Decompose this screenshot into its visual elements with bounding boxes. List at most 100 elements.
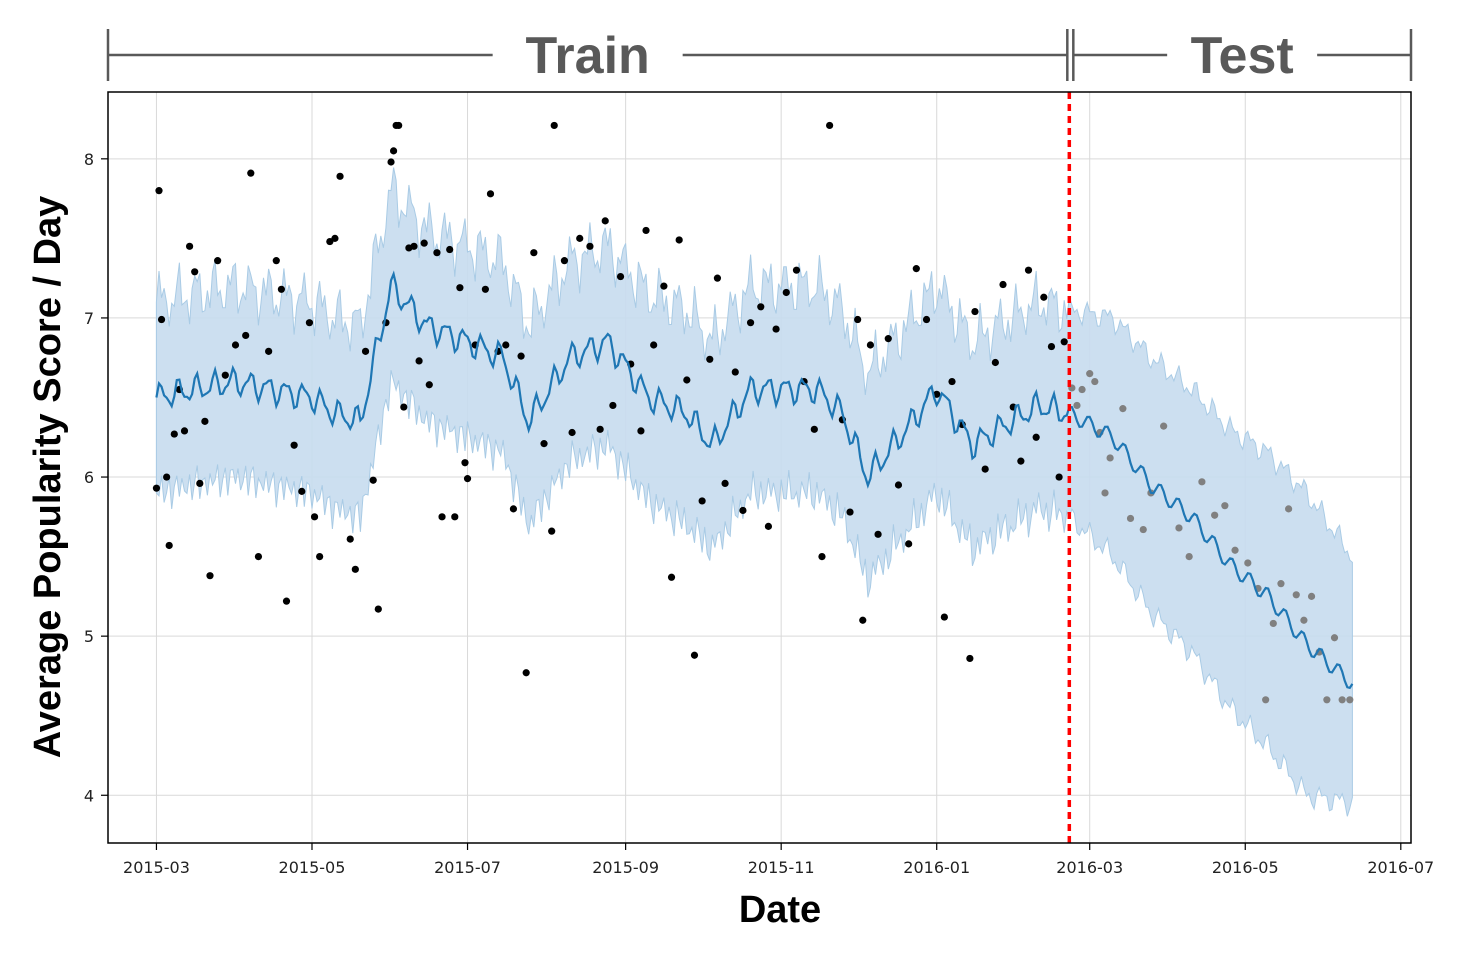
test-point [1262, 696, 1270, 704]
y-axis-title: Average Popularity Score / Day [27, 196, 69, 759]
test-point [1160, 422, 1168, 430]
train-point [706, 355, 714, 363]
train-point [1032, 433, 1040, 441]
train-point [170, 430, 178, 438]
train-point [247, 169, 255, 177]
x-tick-label: 2016-07 [1367, 858, 1434, 877]
train-point [157, 315, 166, 324]
test-point [1078, 385, 1086, 394]
train-point [389, 147, 398, 155]
train-point [1047, 342, 1056, 351]
train-point [601, 217, 609, 225]
train-point [180, 427, 189, 435]
train-point [265, 347, 273, 355]
test-point [1346, 696, 1354, 704]
train-point [509, 505, 518, 513]
train-point [196, 479, 204, 488]
train-point [698, 497, 706, 505]
y-tick-label: 5 [84, 627, 94, 646]
train-point [933, 390, 941, 398]
train-point [387, 158, 395, 166]
train-point [905, 540, 913, 548]
train-point [846, 508, 854, 516]
train-point [721, 479, 729, 488]
train-point [540, 440, 548, 448]
uncertainty-band [155, 167, 1353, 817]
y-tick-label: 7 [84, 309, 94, 328]
x-tick-label: 2016-05 [1212, 858, 1279, 877]
train-point [298, 487, 306, 495]
train-point [818, 553, 826, 561]
train-point [481, 285, 489, 293]
x-axis-ticks: 2015-03 2015-05 2015-07 2015-09 2015-11 2016-… [123, 843, 1434, 877]
train-point [576, 234, 584, 242]
train-point [772, 325, 780, 333]
train-point [690, 651, 699, 659]
train-point [463, 475, 472, 483]
train-point [675, 236, 683, 244]
train-point [713, 274, 722, 282]
train-point [660, 282, 668, 290]
train-point [522, 669, 530, 677]
train-point [966, 654, 974, 663]
train-point [971, 307, 979, 316]
train-point [305, 319, 314, 327]
test-point [1338, 696, 1346, 704]
train-point [336, 172, 344, 180]
train-point [282, 597, 291, 605]
train-point [1017, 457, 1025, 465]
train-point [746, 319, 755, 327]
test-point [1091, 377, 1099, 386]
train-point [560, 257, 569, 265]
train-point [757, 303, 765, 311]
train-point [201, 417, 209, 425]
train-point [165, 541, 173, 550]
train-point [415, 357, 423, 365]
train-point [991, 358, 999, 367]
y-axis-ticks: 4 5 6 7 8 [84, 150, 108, 805]
test-point [1185, 553, 1193, 561]
train-point [1024, 266, 1033, 274]
train-point [642, 226, 650, 235]
forecast-line [155, 270, 1354, 690]
test-point [1307, 592, 1316, 600]
train-point [764, 522, 773, 530]
train-point [517, 352, 525, 360]
train-point [999, 280, 1007, 289]
train-point [316, 553, 324, 561]
train-point [1040, 293, 1048, 301]
test-point [1285, 505, 1293, 513]
train-point [782, 288, 790, 297]
train-point [637, 427, 645, 435]
test-point [1175, 524, 1183, 532]
train-point [254, 553, 263, 561]
train-label: Train [526, 27, 650, 85]
train-point [683, 376, 691, 384]
test-point [1119, 405, 1127, 413]
uncertainty-band-layer [155, 167, 1353, 817]
train-point [221, 371, 229, 379]
train-point [374, 605, 382, 613]
test-point [1330, 634, 1339, 642]
train-point [290, 441, 298, 449]
train-point [214, 257, 222, 265]
train-point [400, 403, 408, 411]
test-point [1292, 591, 1300, 599]
test-point [1300, 616, 1308, 624]
train-point [155, 187, 163, 195]
test-point [1101, 489, 1109, 497]
train-point [425, 381, 433, 389]
test-point [1231, 546, 1239, 554]
train-point [650, 341, 658, 349]
train-point [586, 242, 594, 250]
train-point [191, 268, 199, 276]
test-point [1211, 511, 1219, 519]
train-point [731, 368, 739, 376]
train-point [874, 530, 882, 538]
train-point [792, 266, 801, 274]
y-tick-label: 8 [84, 150, 94, 169]
test-point [1139, 525, 1147, 534]
test-point [1244, 559, 1252, 567]
forecast-line-layer [155, 270, 1354, 690]
